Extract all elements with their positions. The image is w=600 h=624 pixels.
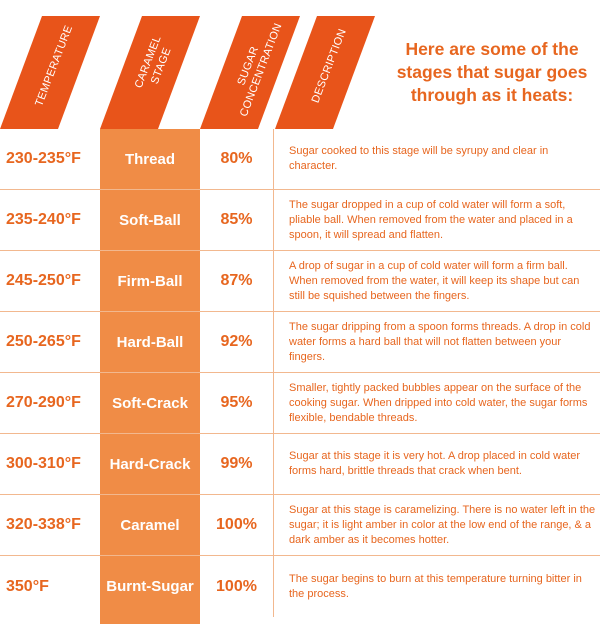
concentration-cell: 100% (200, 495, 274, 555)
table-row: 300-310°F Hard-Crack 99% Sugar at this s… (0, 434, 600, 495)
temperature-cell: 250-265°F (6, 333, 81, 350)
intro-line: through as it heats: (410, 85, 574, 105)
concentration-cell: 99% (200, 434, 274, 494)
description-cell: A drop of sugar in a cup of cold water w… (289, 259, 580, 302)
sugar-concentration-header-band (200, 16, 300, 129)
column-headers: TEMPERATURE CARAMEL STAGE SUGAR CONCENTR… (0, 16, 375, 129)
concentration-cell: 92% (200, 312, 274, 372)
description-header-band (275, 16, 375, 129)
stage-cell: Hard-Crack (109, 455, 191, 473)
description-cell: Sugar cooked to this stage will be syrup… (289, 145, 549, 172)
temperature-cell: 245-250°F (6, 272, 81, 289)
temperature-cell: 350°F (6, 577, 49, 595)
stage-cell: Hard-Ball (116, 333, 184, 351)
temperature-cell: 230-235°F (6, 150, 81, 167)
stage-cell: Soft-Ball (119, 211, 181, 229)
stage-cell: Caramel (120, 516, 180, 534)
table-row: 350°F Burnt-Sugar 100% The sugar begins … (0, 556, 600, 617)
caramel-stage-header-band (100, 16, 200, 129)
table-row: 320-338°F Caramel 100% Sugar at this sta… (0, 495, 600, 556)
description-cell: Sugar at this stage is caramelizing. The… (289, 503, 596, 546)
temperature-cell: 270-290°F (6, 394, 81, 411)
stage-cell: Firm-Ball (117, 272, 183, 290)
intro-line: stages that sugar goes (396, 62, 588, 82)
table-row: 245-250°F Firm-Ball 87% A drop of sugar … (0, 251, 600, 312)
concentration-cell: 80% (200, 129, 274, 189)
table-row: 270-290°F Soft-Crack 95% Smaller, tightl… (0, 373, 600, 434)
description-cell: The sugar dropped in a cup of cold water… (289, 198, 573, 241)
description-cell: Smaller, tightly packed bubbles appear o… (289, 381, 588, 424)
concentration-cell: 95% (200, 373, 274, 433)
stage-cell: Soft-Crack (112, 394, 188, 412)
temperature-cell: 235-240°F (6, 211, 81, 228)
concentration-cell: 85% (200, 190, 274, 250)
description-cell: The sugar dripping from a spoon forms th… (289, 320, 591, 363)
temperature-header-band (0, 16, 100, 129)
stage-cell: Burnt-Sugar (106, 578, 194, 595)
table-row: 230-235°F Thread 80% Sugar cooked to thi… (0, 129, 600, 190)
table-row: 250-265°F Hard-Ball 92% The sugar drippi… (0, 312, 600, 373)
table-row: 235-240°F Soft-Ball 85% The sugar droppe… (0, 190, 600, 251)
caramel-stage-column (100, 129, 200, 624)
intro-heading: Here are some of the stages that sugar g… (392, 38, 592, 107)
intro-line: Here are some of the (405, 39, 579, 59)
temperature-cell: 300-310°F (6, 455, 81, 472)
description-cell: The sugar begins to burn at this tempera… (289, 572, 582, 600)
concentration-cell: 100% (200, 556, 274, 617)
stage-cell: Thread (124, 150, 175, 168)
description-cell: Sugar at this stage it is very hot. A dr… (289, 450, 581, 477)
concentration-cell: 87% (200, 251, 274, 311)
temperature-cell: 320-338°F (6, 516, 81, 533)
